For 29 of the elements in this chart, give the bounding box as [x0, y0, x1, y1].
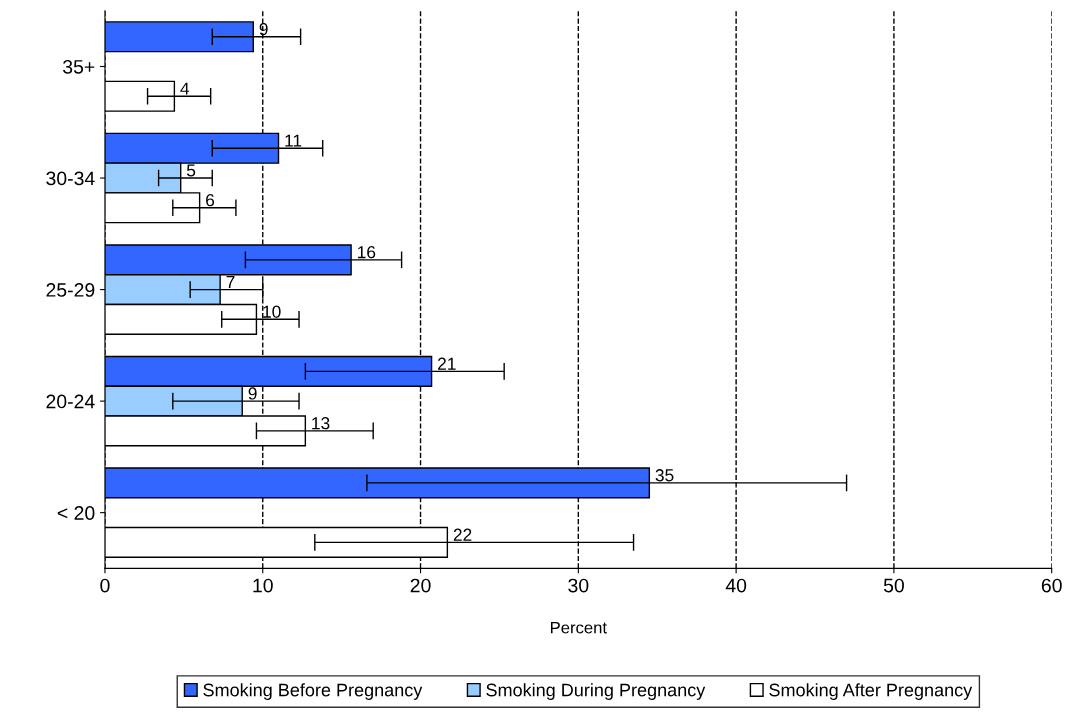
y-tick-label: 25-29 — [46, 283, 95, 297]
data-label: 9 — [248, 387, 257, 400]
data-label: 22 — [453, 528, 472, 541]
legend-label: Smoking Before Pregnancy — [203, 683, 423, 700]
x-axis-title: Percent — [550, 621, 607, 634]
legend-label: Smoking After Pregnancy — [769, 683, 973, 700]
x-tick-label: 30 — [568, 578, 589, 593]
legend-label: Smoking During Pregnancy — [486, 683, 706, 700]
data-label: 16 — [357, 246, 376, 259]
data-label: 21 — [438, 357, 456, 370]
data-label: 6 — [206, 193, 215, 207]
x-tick-label: 40 — [725, 578, 747, 593]
data-label: 10 — [263, 305, 281, 318]
y-tick-label: < 20 — [57, 506, 95, 520]
y-tick-label: 35+ — [62, 59, 95, 74]
x-tick-label: 10 — [253, 578, 273, 593]
y-tick-label: 20-24 — [46, 394, 95, 409]
data-label: 11 — [285, 134, 302, 147]
x-tick-label: 20 — [410, 578, 431, 593]
data-label: 5 — [186, 164, 196, 177]
y-tick-label: 30-34 — [46, 171, 95, 186]
data-label: 7 — [226, 275, 235, 288]
x-tick-label: 50 — [883, 578, 904, 593]
data-label: 13 — [312, 417, 330, 430]
x-tick-label: 60 — [1041, 578, 1062, 593]
data-label: 35 — [655, 469, 674, 482]
data-label: 4 — [180, 82, 190, 95]
x-tick-label: 0 — [100, 578, 110, 593]
data-label: 9 — [259, 22, 268, 36]
